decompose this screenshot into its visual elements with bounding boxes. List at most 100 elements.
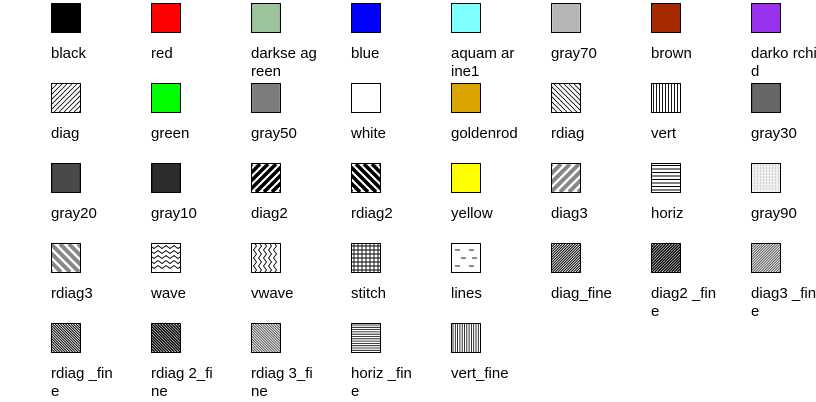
- darkseagreen-swatch[interactable]: [251, 3, 281, 33]
- wave-label: wave: [151, 285, 187, 302]
- gray90-swatch[interactable]: [751, 163, 781, 193]
- rdiag3_fine-label: rdiag 3_fine: [251, 365, 313, 400]
- green-swatch[interactable]: [151, 83, 181, 113]
- diag_fine-pattern: [552, 244, 580, 272]
- diag3_fine-swatch[interactable]: [751, 243, 781, 273]
- yellow-swatch[interactable]: [451, 163, 481, 193]
- black-swatch[interactable]: [51, 3, 81, 33]
- vert_fine-swatch[interactable]: [451, 323, 481, 353]
- diag2-pattern: [252, 164, 280, 192]
- rdiag3-label: rdiag3: [51, 285, 93, 302]
- horiz-label: horiz: [651, 205, 684, 222]
- brown-label: brown: [651, 45, 692, 62]
- gray10-pattern: [152, 164, 180, 192]
- rdiag-label: rdiag: [551, 125, 585, 142]
- vwave-label: vwave: [251, 285, 294, 302]
- rdiag2-swatch[interactable]: [351, 163, 381, 193]
- vwave-pattern: [252, 244, 278, 272]
- vert_fine-label: vert_fine: [451, 365, 509, 382]
- red-swatch[interactable]: [151, 3, 181, 33]
- darkorchid-swatch[interactable]: [751, 3, 781, 33]
- horiz-pattern: [652, 165, 680, 191]
- diag2_fine-swatch[interactable]: [651, 243, 681, 273]
- diag_fine-label: diag_fine: [551, 285, 612, 302]
- vert_fine-pattern: [452, 324, 479, 352]
- wave-pattern: [152, 244, 180, 270]
- gray20-swatch[interactable]: [51, 163, 81, 193]
- yellow-label: yellow: [451, 205, 493, 222]
- vert-swatch[interactable]: [651, 83, 681, 113]
- black-label: black: [51, 45, 87, 62]
- gray70-label: gray70: [551, 45, 597, 62]
- horiz-swatch[interactable]: [651, 163, 681, 193]
- goldenrod-swatch[interactable]: [451, 83, 481, 113]
- gray30-label: gray30: [751, 125, 797, 142]
- diag_fine-swatch[interactable]: [551, 243, 581, 273]
- gray20-label: gray20: [51, 205, 97, 222]
- white-swatch[interactable]: [351, 83, 381, 113]
- rdiag2-pattern: [352, 164, 380, 192]
- vert-pattern: [653, 84, 678, 112]
- diag3_fine-pattern: [752, 244, 780, 272]
- rdiag3-swatch[interactable]: [51, 243, 81, 273]
- gray10-label: gray10: [151, 205, 197, 222]
- diag2_fine-label: diag2 _fine: [651, 285, 717, 320]
- gray70-pattern: [552, 4, 580, 32]
- rdiag2_fine-pattern: [152, 324, 180, 352]
- diag-pattern: [52, 84, 80, 112]
- vert-label: vert: [651, 125, 677, 142]
- blue-label: blue: [351, 45, 380, 62]
- diag-label: diag: [51, 125, 80, 142]
- diag3-swatch[interactable]: [551, 163, 581, 193]
- gray30-swatch[interactable]: [751, 83, 781, 113]
- white-label: white: [351, 125, 387, 142]
- aquamarine1-label: aquam arine1: [451, 45, 515, 80]
- gray90-pattern: [752, 164, 780, 192]
- horiz_fine-label: horiz _fine: [351, 365, 412, 400]
- stitch-swatch[interactable]: [351, 243, 381, 273]
- diag3-label: diag3: [551, 205, 588, 222]
- gray30-pattern: [752, 84, 780, 112]
- goldenrod-label: goldenrod: [451, 125, 518, 142]
- diag-swatch[interactable]: [51, 83, 81, 113]
- brown-swatch[interactable]: [651, 3, 681, 33]
- horiz_fine-swatch[interactable]: [351, 323, 381, 353]
- gray50-swatch[interactable]: [251, 83, 281, 113]
- vwave-swatch[interactable]: [251, 243, 281, 273]
- diag2-label: diag2: [251, 205, 288, 222]
- lines-swatch[interactable]: [451, 243, 481, 273]
- darkorchid-label: darko rchid: [751, 45, 816, 80]
- stitch-label: stitch: [351, 285, 387, 302]
- rdiag_fine-label: rdiag _fine: [51, 365, 113, 400]
- aquamarine1-swatch[interactable]: [451, 3, 481, 33]
- lines-pattern: [455, 249, 477, 267]
- darkseagreen-label: darkse agreen: [251, 45, 317, 80]
- rdiag3_fine-pattern: [252, 324, 280, 352]
- gray50-label: gray50: [251, 125, 297, 142]
- red-label: red: [151, 45, 173, 62]
- rdiag3_fine-swatch[interactable]: [251, 323, 281, 353]
- gray70-swatch[interactable]: [551, 3, 581, 33]
- green-label: green: [151, 125, 190, 142]
- blue-swatch[interactable]: [351, 3, 381, 33]
- stitch-pattern: [352, 244, 380, 272]
- wave-swatch[interactable]: [151, 243, 181, 273]
- rdiag2_fine-label: rdiag 2_fine: [151, 365, 213, 400]
- rdiag_fine-pattern: [52, 324, 80, 352]
- rdiag2-label: rdiag2: [351, 205, 393, 222]
- rdiag-swatch[interactable]: [551, 83, 581, 113]
- diag2-swatch[interactable]: [251, 163, 281, 193]
- rdiag3-pattern: [52, 244, 80, 272]
- diag2_fine-pattern: [652, 244, 680, 272]
- diag3-pattern: [552, 164, 580, 192]
- rdiag_fine-swatch[interactable]: [51, 323, 81, 353]
- rdiag2_fine-swatch[interactable]: [151, 323, 181, 353]
- lines-label: lines: [451, 285, 482, 302]
- horiz_fine-pattern: [352, 324, 380, 351]
- darkseagreen-pattern: [252, 4, 280, 32]
- gray90-label: gray90: [751, 205, 797, 222]
- gray50-pattern: [252, 84, 280, 112]
- gray10-swatch[interactable]: [151, 163, 181, 193]
- diag3_fine-label: diag3 _fine: [751, 285, 816, 320]
